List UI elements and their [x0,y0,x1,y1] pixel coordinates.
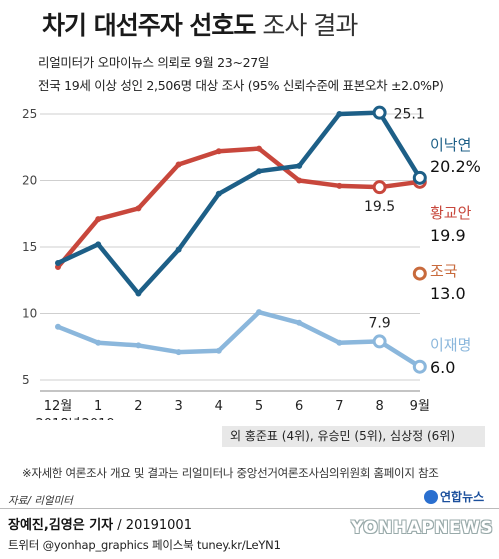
x-tick-label: 7 [335,399,343,414]
footnote: ※자세한 여론조사 개요 및 결과는 리얼미터나 중앙선거여론조사심의위원회 홈… [22,466,439,480]
x-tick-label: 1 [94,399,102,414]
yonhap-logo-text: 연합뉴스 [440,490,485,504]
data-point [296,177,303,184]
globe-icon [424,490,438,504]
legend-name: 황교안 [430,204,472,222]
source-label: 자료/ 리얼미터 [8,495,73,507]
data-point [256,145,262,152]
data-point [336,339,343,346]
x-tick-sublabel: 2018년 [35,417,80,420]
social-links: 트위터 @yonhap_graphics 페이스북 tuney.kr/LeYN1 [8,538,281,552]
footer-divider [0,508,499,509]
data-point [175,349,182,356]
data-point [372,105,387,120]
data-point [55,259,61,266]
legend-value: 20.2% [430,157,481,176]
title-bold: 차기 대선주자 선호도 [42,11,256,40]
y-tick-label: 15 [22,240,37,254]
data-point [336,111,343,117]
data-point [296,319,303,326]
data-point [256,309,262,316]
x-tick-label: 5 [255,399,263,414]
data-point [135,205,142,212]
byline-date: / 20191001 [113,518,192,533]
x-tick-label: 9월 [410,399,430,414]
data-point [215,148,222,155]
legend-value: 13.0 [430,284,466,303]
y-tick-label: 5 [22,373,30,387]
data-point [372,180,387,195]
other-candidates-note: 외 홍준표 (4위), 유승민 (5위), 심상정 (6위) [222,426,485,447]
data-point [336,182,343,189]
subtitle-line-2: 전국 19세 이상 성인 2,506명 대상 조사 (95% 신뢰수준에 표본오… [38,78,444,93]
line-chart: 5 10 15 20 25 12월 2018년 1 2019 2 3 4 5 6 7 8 9월 25.1 19.5 7… [22,105,481,420]
subtitle-line-1: 리얼미터가 오마이뉴스 의뢰로 9월 23~27일 [38,55,270,70]
series-line-3 [55,309,423,369]
data-label: 19.5 [364,199,395,215]
series-line-2 [55,146,423,270]
data-point [175,161,182,168]
data-point [95,216,102,223]
data-point [372,334,387,349]
data-point [95,339,102,346]
x-tick-label: 3 [174,399,182,414]
data-point [175,246,182,253]
data-point [95,241,102,248]
series-line-1 [55,110,423,296]
data-label: 25.1 [394,107,425,123]
data-point [135,342,142,349]
legend-name: 이낙연 [430,136,471,154]
data-point [135,290,142,297]
data-point [412,359,427,374]
yonhap-logo: 연합뉴스 [424,488,484,505]
data-point [296,162,303,169]
data-point [412,170,427,185]
x-tick-sublabel: 2019 [82,417,115,420]
byline-authors: 장예진,김영은 기자 [8,518,114,533]
data-point [215,347,222,354]
x-tick-label: 2 [134,399,142,414]
y-tick-label: 25 [22,107,37,121]
legend-name: 이재명 [430,336,471,354]
byline: 장예진,김영은 기자 / 20191001 [8,514,192,533]
y-tick-label: 20 [22,174,37,188]
data-point [256,168,262,175]
data-label: 7.9 [368,315,390,331]
title-light: 조사 결과 [262,11,358,40]
x-tick-label: 8 [375,399,383,414]
legend-name: 조국 [430,262,458,280]
data-point [412,266,427,281]
x-tick-label: 4 [215,399,223,414]
data-point [215,190,222,197]
data-point [55,323,61,330]
legend-value: 6.0 [430,358,455,377]
y-tick-label: 10 [22,307,37,321]
legend-value: 19.9 [430,226,466,245]
page-title: 차기 대선주자 선호도 조사 결과 [42,6,358,42]
x-tick-label: 12월 [44,399,73,414]
watermark-text: YONHAPNEWS [351,518,494,538]
x-tick-label: 6 [295,399,303,414]
